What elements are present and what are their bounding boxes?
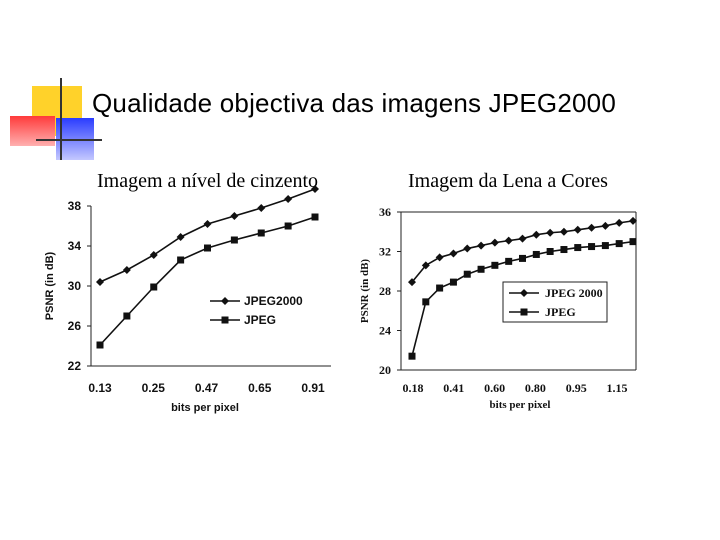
data-point-jpeg2000 (257, 204, 266, 212)
data-point-jpeg (230, 236, 238, 244)
data-point-jpeg (546, 248, 554, 255)
legend-swatch-marker (520, 289, 528, 297)
data-point-jpeg2000 (96, 278, 104, 286)
y-tick-label: 36 (379, 205, 391, 219)
data-point-jpeg (560, 246, 568, 254)
data-point-jpeg2000 (149, 251, 158, 259)
data-point-jpeg2000 (615, 218, 624, 227)
decor-horizontal-line (36, 139, 102, 141)
data-point-jpeg2000 (122, 266, 131, 274)
x-tick-label: 0.91 (301, 381, 325, 395)
data-point-jpeg (463, 270, 471, 278)
data-point-jpeg (477, 265, 485, 273)
legend-box (502, 281, 608, 323)
y-axis-title: PSNR (in dB) (44, 251, 56, 320)
series-line-jpeg2000 (99, 188, 316, 283)
legend-label: JPEG (545, 305, 576, 319)
data-point-jpeg2000 (311, 185, 319, 193)
y-tick-label: 28 (379, 284, 391, 298)
data-point-jpeg (422, 298, 430, 306)
y-tick-label: 20 (379, 363, 391, 377)
y-tick-label: 32 (379, 245, 391, 259)
subtitle-grayscale: Imagem a nível de cinzento (97, 170, 319, 192)
data-point-jpeg2000 (518, 234, 527, 243)
data-point-jpeg2000 (203, 220, 212, 228)
chart-grayscale-psnr: 22 26 30 34 38 0.13 0.25 0.47 0.65 0.91 bits per p… (44, 185, 331, 414)
data-point-jpeg2000 (504, 236, 513, 245)
x-tick-label: 0.65 (248, 381, 272, 395)
x-tick-label: 0.13 (88, 381, 112, 395)
x-tick-label: 0.41 (443, 381, 464, 395)
series-line-jpeg2000 (411, 220, 634, 283)
data-point-jpeg (284, 222, 292, 230)
x-tick-label: 0.18 (403, 381, 424, 395)
y-axis-title: PSNR (in dB) (359, 259, 371, 324)
data-point-jpeg (311, 213, 319, 221)
data-point-jpeg (177, 256, 185, 264)
data-point-jpeg2000 (421, 261, 430, 270)
decor-red-square (10, 116, 55, 146)
y-tick-label: 30 (68, 279, 82, 293)
legend-label: JPEG2000 (244, 294, 303, 308)
data-point-jpeg2000 (408, 278, 416, 287)
data-point-jpeg (408, 352, 416, 360)
data-point-jpeg2000 (477, 241, 486, 250)
data-point-jpeg2000 (490, 238, 499, 247)
data-point-jpeg (505, 257, 513, 265)
data-point-jpeg (629, 238, 637, 246)
data-point-jpeg2000 (532, 230, 541, 239)
data-point-jpeg (574, 244, 582, 252)
y-tick-label: 34 (68, 239, 82, 253)
x-tick-label: 0.95 (566, 381, 587, 395)
legend-swatch-marker (221, 297, 229, 305)
data-point-jpeg2000 (559, 227, 568, 236)
data-point-jpeg2000 (463, 244, 472, 253)
subtitle-lena-color: Imagem da Lena a Cores (408, 170, 608, 192)
data-point-jpeg (257, 229, 265, 237)
y-tick-label: 38 (68, 199, 82, 213)
data-point-jpeg2000 (435, 253, 444, 262)
data-point-jpeg2000 (546, 228, 555, 237)
data-point-jpeg (491, 261, 499, 269)
data-point-jpeg (204, 244, 211, 252)
data-point-jpeg2000 (284, 195, 293, 203)
y-tick-label: 22 (68, 359, 82, 373)
legend-swatch-marker (520, 308, 528, 316)
x-axis-title: bits per pixel (171, 402, 239, 414)
legend-label: JPEG 2000 (545, 286, 603, 300)
data-point-jpeg (150, 283, 158, 291)
legend-label: JPEG (244, 313, 276, 327)
y-tick-label: 26 (68, 319, 82, 333)
data-point-jpeg (588, 243, 596, 251)
x-tick-label: 0.25 (142, 381, 166, 395)
data-point-jpeg2000 (573, 225, 582, 234)
decor-vertical-line (60, 78, 62, 160)
data-point-jpeg2000 (230, 212, 239, 220)
data-point-jpeg2000 (176, 233, 185, 241)
data-point-jpeg (601, 242, 609, 250)
x-tick-label: 0.80 (525, 381, 546, 395)
data-point-jpeg (449, 278, 457, 286)
data-point-jpeg (519, 254, 526, 262)
data-point-jpeg (615, 240, 623, 248)
data-point-jpeg (532, 250, 540, 258)
data-point-jpeg2000 (629, 216, 637, 225)
data-point-jpeg (436, 284, 444, 292)
data-point-jpeg2000 (601, 221, 610, 230)
x-tick-label: 0.60 (484, 381, 505, 395)
x-axis-title: bits per pixel (490, 399, 551, 411)
data-point-jpeg (123, 312, 131, 320)
y-tick-label: 24 (379, 324, 391, 338)
x-tick-label: 0.47 (195, 381, 219, 395)
chart-lena-psnr: 20 24 28 32 36 0.18 0.41 0.60 0.80 0.95 1.15 bits p… (359, 205, 637, 411)
page-title: Qualidade objectiva das imagens JPEG2000 (92, 88, 616, 118)
x-tick-label: 1.15 (607, 381, 628, 395)
legend-swatch-marker (221, 316, 229, 324)
data-point-jpeg (96, 341, 104, 349)
data-point-jpeg2000 (587, 223, 596, 232)
data-point-jpeg2000 (449, 249, 458, 258)
